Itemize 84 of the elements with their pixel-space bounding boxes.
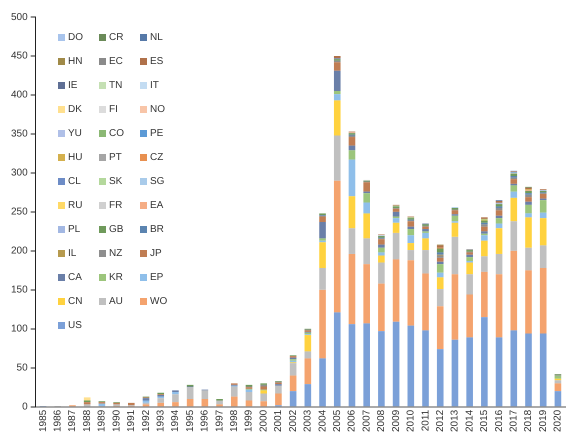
y-tick-label: 50 (16, 362, 28, 374)
x-tick-label: 2019 (538, 409, 549, 432)
legend-label: KR (109, 272, 123, 283)
x-tick-label: 1998 (229, 409, 240, 432)
x-tick-label: 2014 (464, 409, 476, 432)
x-tick-label: 1999 (244, 409, 255, 432)
legend-label: ES (150, 56, 164, 67)
legend-label: SG (150, 176, 164, 187)
y-tick-label: 250 (10, 206, 28, 218)
legend-label: HU (68, 152, 82, 163)
legend-label: YU (68, 128, 82, 139)
legend-label: FI (109, 104, 118, 115)
x-tick-label: 1991 (126, 409, 138, 432)
legend-label: TN (109, 80, 122, 91)
x-tick-label: 2002 (288, 409, 299, 432)
legend-label: HN (68, 56, 82, 67)
legend-label: CA (68, 272, 82, 283)
legend-label: CR (109, 32, 124, 43)
legend-label: DK (68, 104, 82, 115)
x-tick-label: 2013 (450, 409, 461, 432)
x-tick-label: 1987 (67, 409, 78, 432)
x-tick-label: 2015 (479, 409, 490, 432)
legend-label: WO (150, 296, 168, 307)
x-tick-label: 2016 (494, 409, 505, 432)
x-tick-label: 1993 (155, 409, 166, 432)
x-tick-label: 1996 (200, 409, 211, 432)
legend-label: IL (68, 248, 76, 259)
x-tick-label: 1995 (184, 409, 196, 432)
legend-label: EP (150, 272, 164, 283)
x-tick-label: 1994 (170, 409, 182, 432)
legend-label: NZ (109, 248, 122, 259)
x-tick-label: 1992 (140, 409, 152, 432)
x-tick-label: 1986 (52, 409, 64, 432)
legend-label: US (68, 320, 82, 331)
y-tick-label: 100 (10, 324, 28, 335)
legend-label: PL (68, 224, 80, 235)
x-tick-label: 2012 (434, 409, 446, 432)
x-tick-label: 2009 (390, 409, 402, 432)
y-tick-label: 200 (10, 246, 28, 257)
x-tick-label: 2020 (552, 409, 564, 432)
legend-label: EA (150, 200, 164, 211)
x-tick-label: 1997 (214, 409, 226, 432)
x-tick-label: 2001 (273, 409, 284, 432)
x-tick-label: 2003 (302, 409, 314, 432)
x-tick-label: 2005 (332, 409, 344, 432)
y-tick-label: 0 (22, 402, 28, 413)
x-tick-label: 2008 (376, 409, 388, 432)
x-tick-label: 1990 (111, 409, 122, 432)
legend-label: CO (109, 128, 124, 139)
legend-label: RU (68, 200, 82, 211)
x-tick-label: 2010 (406, 409, 417, 432)
x-tick-label: 2000 (258, 409, 270, 432)
legend-label: IT (150, 80, 159, 91)
x-tick-label: 2018 (523, 409, 534, 432)
x-tick-label: 2011 (420, 409, 432, 432)
legend-label: BR (150, 224, 164, 235)
x-tick-label: 2017 (508, 409, 520, 432)
x-tick-label: 1989 (96, 409, 108, 432)
legend-label: GB (109, 224, 124, 235)
x-tick-label: 2007 (361, 409, 372, 432)
legend-label: NO (150, 104, 165, 115)
legend-label: SK (109, 176, 122, 187)
x-tick-label: 2006 (346, 409, 358, 432)
legend-label: PT (109, 152, 122, 163)
legend-label: NL (150, 32, 163, 43)
x-tick-label: 1988 (82, 409, 93, 432)
legend-label: CL (68, 176, 81, 187)
x-tick-label: 1985 (38, 409, 49, 432)
y-tick-label: 450 (10, 50, 28, 62)
legend-label: CZ (150, 152, 164, 163)
legend-label: AU (109, 296, 123, 307)
x-tick-label: 2004 (317, 409, 328, 432)
legend-label: EC (109, 56, 123, 67)
legend-label: PE (150, 128, 164, 139)
y-tick-label: 400 (10, 90, 28, 101)
legend-label: DO (68, 32, 83, 43)
y-tick-label: 500 (10, 12, 28, 23)
legend-label: IE (68, 80, 78, 91)
legend-label: FR (109, 200, 122, 211)
y-tick-label: 350 (10, 128, 28, 140)
legend-label: CN (68, 296, 82, 307)
legend-label: JP (150, 248, 162, 259)
y-tick-label: 150 (10, 284, 28, 296)
y-tick-label: 300 (10, 168, 28, 179)
